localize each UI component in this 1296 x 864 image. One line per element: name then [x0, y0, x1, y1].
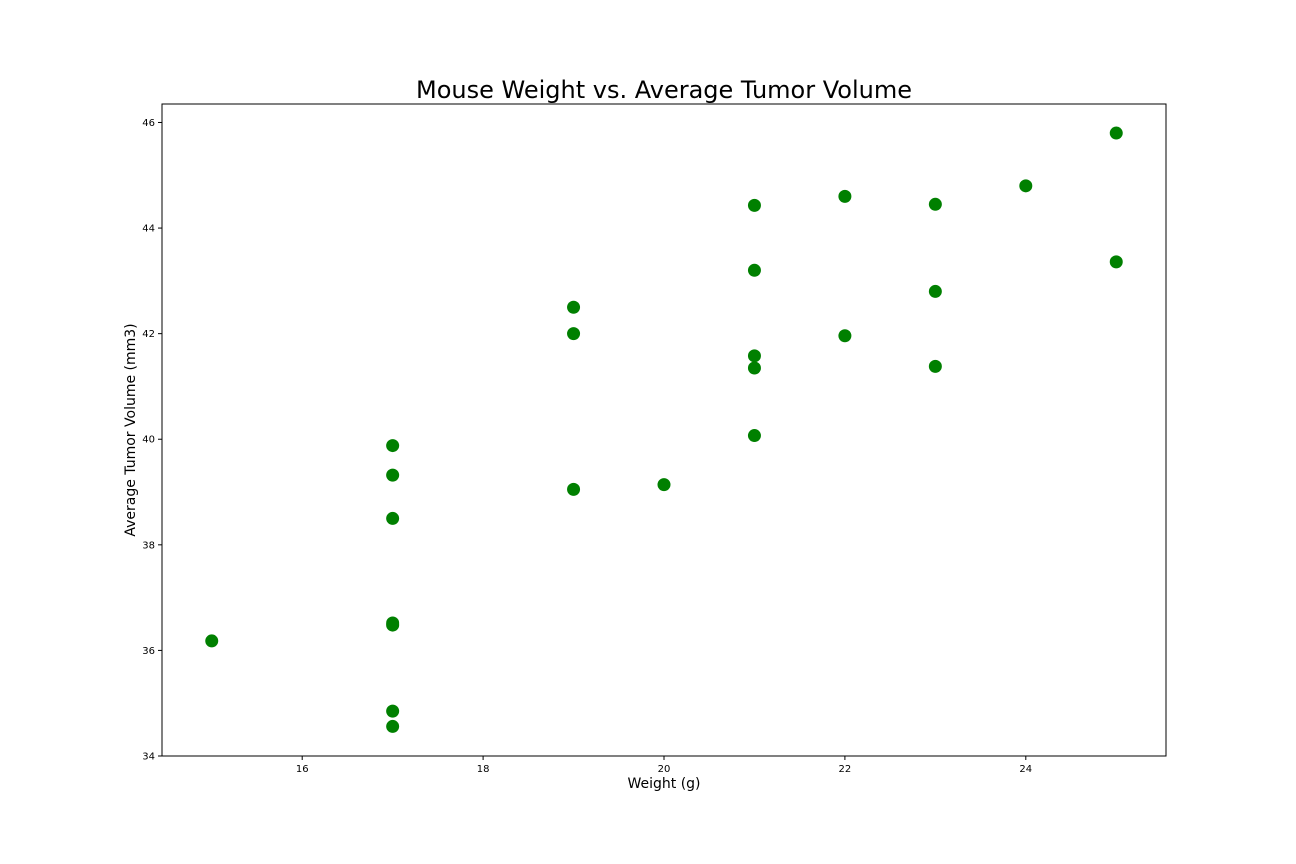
data-point — [838, 189, 852, 203]
data-point — [386, 618, 400, 632]
chart-title: Mouse Weight vs. Average Tumor Volume — [416, 76, 912, 104]
data-point — [928, 359, 942, 373]
data-point — [747, 198, 761, 212]
data-point — [205, 634, 219, 648]
data-point — [1019, 179, 1033, 193]
y-axis-label: Average Tumor Volume (mm3) — [123, 323, 139, 536]
data-point — [838, 329, 852, 343]
x-tick-label: 20 — [658, 764, 671, 775]
x-axis-label: Weight (g) — [627, 776, 700, 792]
data-point — [928, 284, 942, 298]
y-tick-label: 34 — [142, 752, 155, 763]
y-tick-label: 38 — [142, 540, 155, 551]
y-tick-label: 40 — [142, 435, 155, 446]
data-point — [747, 349, 761, 363]
data-point — [1109, 126, 1123, 140]
x-tick-label: 18 — [477, 764, 490, 775]
data-point — [386, 719, 400, 733]
data-point — [567, 482, 581, 496]
y-axis: 34 36 38 40 42 44 46 — [142, 118, 162, 763]
x-tick-label: 16 — [296, 764, 309, 775]
data-point — [386, 704, 400, 718]
y-tick-label: 44 — [142, 224, 155, 235]
data-point — [747, 361, 761, 375]
y-tick-label: 36 — [142, 646, 155, 657]
plot-area — [205, 126, 1123, 733]
data-point — [386, 511, 400, 525]
y-tick-label: 42 — [142, 329, 155, 340]
data-point — [1109, 255, 1123, 269]
data-point — [928, 197, 942, 211]
data-point — [386, 439, 400, 453]
x-tick-label: 24 — [1019, 764, 1032, 775]
x-axis: 16 18 20 22 24 — [296, 756, 1032, 775]
data-point — [567, 300, 581, 314]
data-point — [657, 478, 671, 492]
data-point — [747, 263, 761, 277]
x-tick-label: 22 — [839, 764, 852, 775]
y-tick-label: 46 — [142, 118, 155, 129]
data-point — [386, 468, 400, 482]
data-point — [747, 429, 761, 443]
data-point — [567, 327, 581, 341]
